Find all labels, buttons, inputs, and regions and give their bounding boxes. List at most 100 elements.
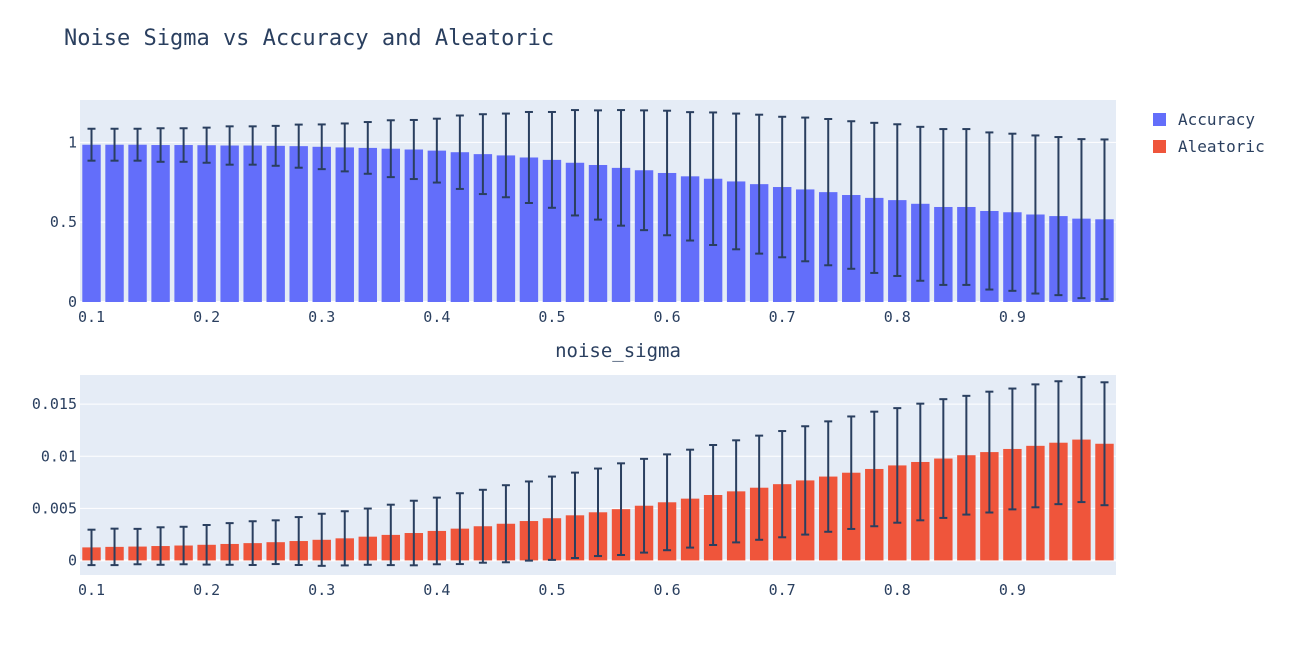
bar: [381, 148, 401, 302]
error-bar: [317, 123, 326, 171]
bar: [105, 144, 124, 302]
error-bar: [432, 117, 441, 184]
x-tick-label: 0.3: [308, 581, 335, 599]
bar: [657, 172, 677, 302]
error-bar: [271, 124, 280, 167]
error-bar: [294, 123, 303, 169]
error-bar: [916, 125, 925, 282]
error-bar: [524, 110, 533, 204]
error-bar: [640, 457, 649, 554]
error-bar: [847, 415, 856, 530]
x-tick-label: 0.2: [193, 308, 220, 326]
error-bar: [225, 125, 234, 166]
error-bar: [617, 462, 626, 556]
error-bar: [1054, 380, 1063, 506]
error-bar: [824, 118, 833, 267]
error-bar: [939, 128, 948, 286]
error-bar: [455, 114, 464, 190]
legend-item[interactable]: Accuracy: [1153, 110, 1255, 129]
error-bar: [824, 420, 833, 533]
error-bar: [455, 492, 464, 566]
bar: [358, 147, 377, 302]
error-bar: [939, 398, 948, 519]
error-bar: [409, 118, 418, 181]
legend-swatch: [1153, 113, 1166, 126]
error-bar: [547, 110, 556, 209]
error-bar: [386, 503, 395, 567]
error-bar: [386, 119, 395, 179]
error-bar: [1077, 376, 1086, 504]
error-bar: [570, 471, 579, 560]
bar: [312, 146, 331, 302]
x-tick-label: 0.1: [78, 581, 105, 599]
error-bar: [432, 496, 441, 566]
error-bar: [709, 111, 718, 246]
chart-title: Noise Sigma vs Accuracy and Aleatoric: [64, 26, 555, 51]
error-bar: [893, 407, 902, 524]
error-bar: [179, 525, 188, 566]
error-bar: [271, 519, 280, 566]
x-tick-label: 0.9: [999, 581, 1026, 599]
bar: [289, 146, 308, 302]
x-tick-label: 0.4: [423, 581, 450, 599]
bar: [128, 144, 147, 302]
x-tick-label: 0.6: [654, 581, 681, 599]
error-bar: [363, 507, 372, 566]
x-tick-label: 0.7: [769, 308, 796, 326]
error-bar: [709, 444, 718, 546]
y-tick-label: 0.005: [32, 499, 77, 517]
bar: [404, 149, 424, 302]
error-bar: [732, 439, 741, 544]
bar: [496, 155, 516, 302]
error-bar: [1077, 138, 1086, 300]
bar: [634, 170, 654, 302]
error-bar: [985, 390, 994, 514]
legend-item[interactable]: Aleatoric: [1153, 137, 1265, 156]
error-bar: [732, 112, 741, 251]
error-bar: [524, 480, 533, 562]
bar: [565, 162, 585, 302]
error-bar: [801, 116, 810, 263]
error-bar: [594, 109, 602, 221]
error-bar: [363, 121, 372, 175]
error-bar: [1100, 381, 1109, 507]
x-tick-label: 0.8: [884, 308, 911, 326]
bar: [611, 167, 631, 302]
bar: [151, 145, 170, 302]
error-bar: [1031, 134, 1040, 295]
error-bar: [570, 109, 579, 217]
bar: [473, 154, 493, 302]
error-bar: [179, 127, 188, 163]
bar: [197, 145, 216, 302]
error-bar: [1054, 136, 1063, 297]
y-tick-label: 0.5: [50, 213, 77, 231]
aleatoric-subplot: 0 0.005 0.01 0.015 0.1 0.2 0.3 0.4 0.5 0.6 0.7 0.8 0…: [32, 340, 1116, 599]
error-bar: [501, 484, 510, 564]
error-bar: [225, 522, 234, 566]
error-bar: [110, 527, 119, 567]
error-bar: [202, 524, 211, 566]
error-bar: [110, 127, 119, 162]
bar: [450, 152, 470, 302]
error-bar: [778, 430, 787, 539]
error-bar: [87, 127, 96, 162]
error-bar: [893, 123, 902, 277]
y-tick-label: 0.01: [41, 447, 77, 465]
bar: [266, 145, 285, 302]
legend-label: Accuracy: [1178, 110, 1255, 129]
legend: Accuracy Aleatoric: [1153, 110, 1265, 156]
error-bar: [916, 402, 925, 522]
error-bar: [156, 127, 165, 163]
x-tick-label: 0.8: [884, 581, 911, 599]
legend-swatch: [1153, 140, 1166, 153]
bar: [220, 145, 239, 302]
error-bar: [156, 526, 165, 566]
x-tick-label: 0.3: [308, 308, 335, 326]
y-tick-label: 0: [68, 293, 77, 311]
error-bar: [202, 126, 211, 164]
error-bar: [870, 410, 879, 528]
error-bar: [801, 425, 810, 536]
error-bar: [547, 475, 556, 561]
accuracy-subplot: 0 0.5 1 0.1 0.2 0.3 0.4 0.5 0.6 0.7 0.8 0.9: [50, 100, 1116, 326]
x-tick-label: 0.5: [538, 581, 565, 599]
